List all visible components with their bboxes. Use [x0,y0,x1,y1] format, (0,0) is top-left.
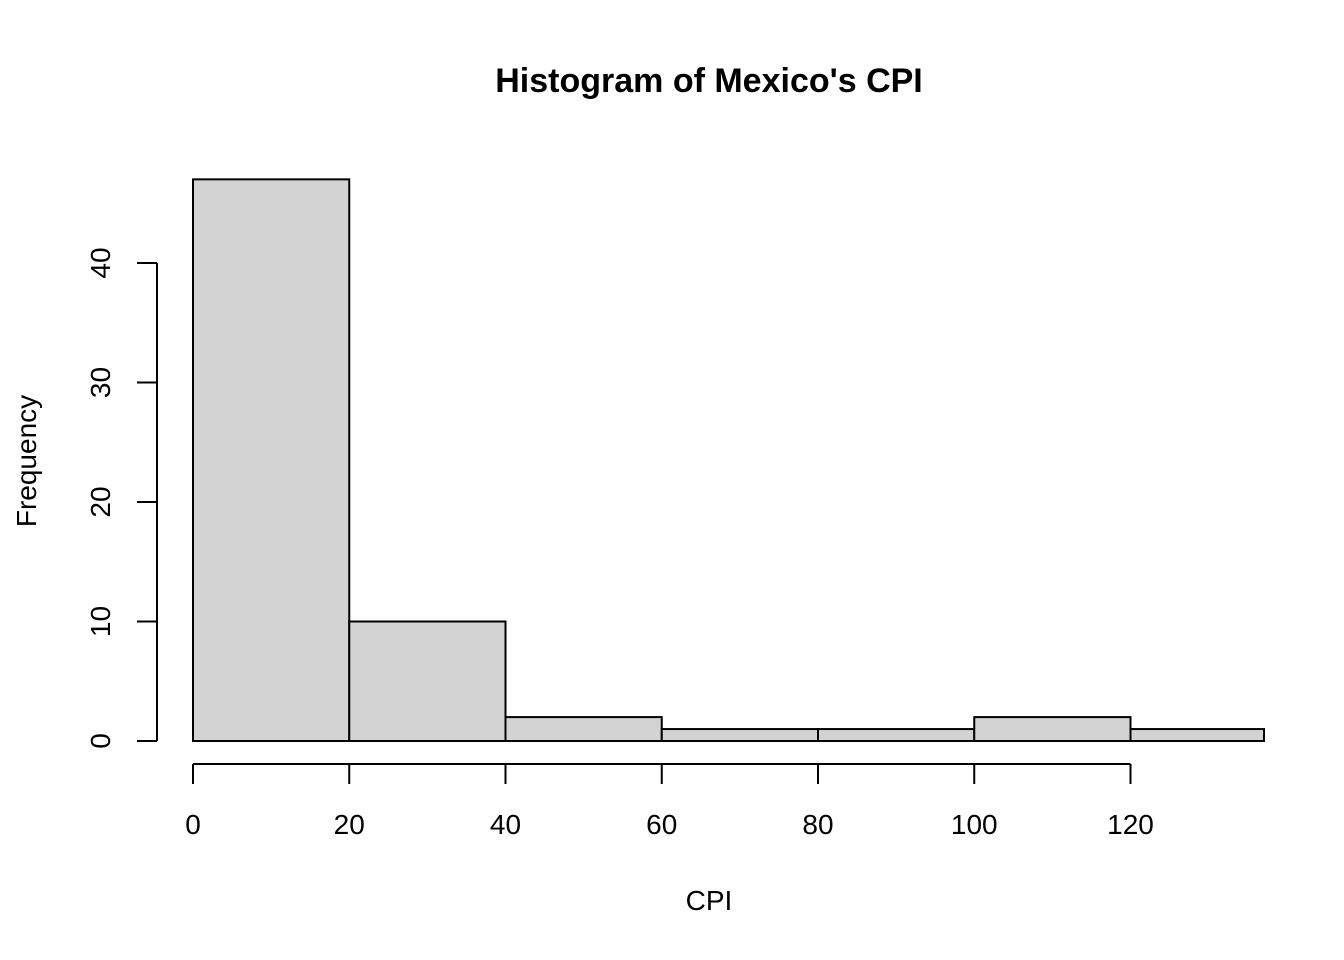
x-tick-label-0: 0 [185,809,201,840]
x-tick-label-4: 80 [802,809,833,840]
x-tick-label-3: 60 [646,809,677,840]
y-tick-label-3: 30 [85,367,116,398]
y-axis-label: Frequency [11,395,42,527]
histogram-bar-2 [504,716,663,742]
x-tick-label-6: 120 [1107,809,1154,840]
y-tick-label-0: 0 [85,733,116,749]
x-axis: 0 20 40 60 80 100 120 [185,763,1154,840]
x-tick-label-5: 100 [951,809,998,840]
y-axis: 0 10 20 30 40 [85,247,158,749]
chart-title: Histogram of Mexico's CPI [495,62,923,100]
y-tick-label-4: 40 [85,247,116,278]
histogram-bar-4 [817,728,976,742]
bars-group [192,178,1265,743]
histogram-bar-5 [973,716,1132,742]
x-tick-label-1: 20 [334,809,365,840]
y-tick-label-2: 20 [85,486,116,517]
histogram-bar-3 [660,728,819,742]
y-tick-label-1: 10 [85,606,116,637]
x-tick-label-2: 40 [490,809,521,840]
histogram-bar-1 [348,620,507,742]
histogram-bar-0 [192,178,351,743]
x-axis-label: CPI [686,885,733,916]
histogram-bar-6 [1129,728,1265,742]
